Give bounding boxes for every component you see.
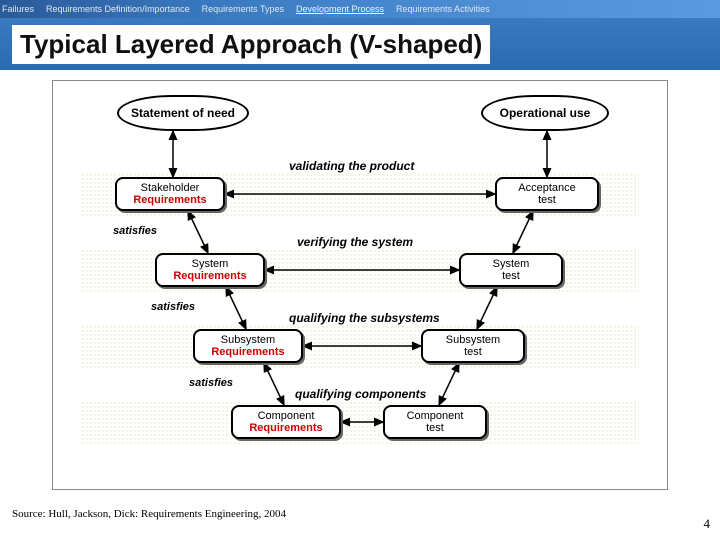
v-model-diagram: Statement of need Operational use Stakehol… [52, 80, 668, 490]
nav-item[interactable]: Development Process [296, 4, 384, 14]
nav-item[interactable]: Requirements Definition/Importance [46, 4, 190, 14]
phase-label: validating the product [289, 159, 414, 173]
req-box-subs: SubsystemRequirements [193, 329, 303, 363]
cloud-ops: Operational use [481, 95, 609, 131]
req-box-comp: ComponentRequirements [231, 405, 341, 439]
page-number: 4 [704, 516, 711, 532]
req-box-stake: StakeholderRequirements [115, 177, 225, 211]
test-box-acc: Acceptancetest [495, 177, 599, 211]
phase-label: qualifying the subsystems [289, 311, 440, 325]
dot-band [81, 325, 639, 369]
nav-item[interactable]: Requirements Types [202, 4, 284, 14]
satisfies-label: satisfies [189, 377, 233, 389]
phase-label: qualifying components [295, 387, 426, 401]
test-box-subt: Subsystemtest [421, 329, 525, 363]
nav-bar: Failures Requirements Definition/Importan… [0, 0, 720, 18]
phase-label: verifying the system [297, 235, 413, 249]
nav-item[interactable]: Failures [2, 4, 34, 14]
slide-title: Typical Layered Approach (V-shaped) [12, 25, 490, 64]
title-band: Typical Layered Approach (V-shaped) [0, 18, 720, 70]
satisfies-label: satisfies [113, 225, 157, 237]
satisfies-label: satisfies [151, 301, 195, 313]
test-box-ct: Componenttest [383, 405, 487, 439]
cloud-need: Statement of need [117, 95, 249, 131]
test-box-syst: Systemtest [459, 253, 563, 287]
source-citation: Source: Hull, Jackson, Dick: Requirement… [12, 508, 286, 520]
dot-band [81, 401, 639, 445]
nav-item[interactable]: Requirements Activities [396, 4, 490, 14]
req-box-sys: SystemRequirements [155, 253, 265, 287]
